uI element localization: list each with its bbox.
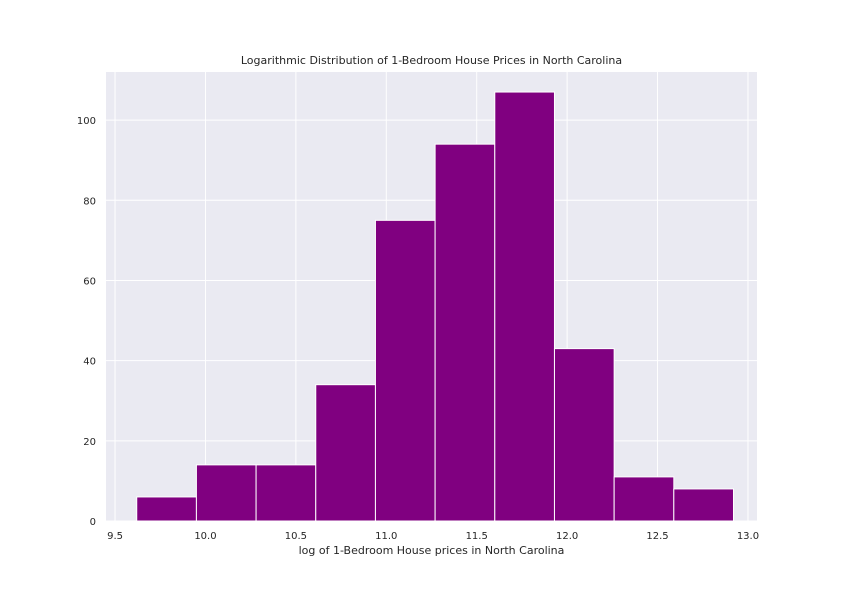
x-tick-label: 10.0 <box>194 531 216 542</box>
histogram-bar <box>613 476 675 522</box>
histogram-bar <box>255 464 317 522</box>
y-tick-label: 0 <box>90 517 96 528</box>
histogram-bar <box>673 488 734 522</box>
y-tick-label: 60 <box>83 276 96 287</box>
x-tick-label: 13.0 <box>737 531 759 542</box>
y-tick-label: 100 <box>77 116 96 127</box>
histogram-bar <box>136 496 197 522</box>
x-tick-label: 12.5 <box>646 531 668 542</box>
histogram-bar <box>315 384 376 522</box>
chart-title: Logarithmic Distribution of 1-Bedroom Ho… <box>241 54 622 67</box>
histogram-bar <box>195 464 257 522</box>
histogram-bar <box>553 348 615 522</box>
y-tick-labels: 0 20 40 60 80 100 <box>77 116 96 528</box>
x-tick-label: 10.5 <box>285 531 307 542</box>
x-tick-label: 11.0 <box>375 531 397 542</box>
x-tick-labels: 9.5 10.0 10.5 11.0 11.5 12.0 12.5 13.0 <box>107 531 759 542</box>
histogram-bar <box>374 219 436 522</box>
y-tick-label: 20 <box>83 437 96 448</box>
histogram-bar <box>494 91 555 522</box>
y-tick-label: 40 <box>83 357 96 368</box>
x-tick-label: 11.5 <box>466 531 488 542</box>
x-axis-label: log of 1-Bedroom House prices in North C… <box>299 544 565 557</box>
histogram-bar <box>434 143 496 522</box>
y-tick-label: 80 <box>83 196 96 207</box>
histogram-bars <box>136 91 734 522</box>
x-tick-label: 9.5 <box>107 531 123 542</box>
x-tick-label: 12.0 <box>556 531 578 542</box>
